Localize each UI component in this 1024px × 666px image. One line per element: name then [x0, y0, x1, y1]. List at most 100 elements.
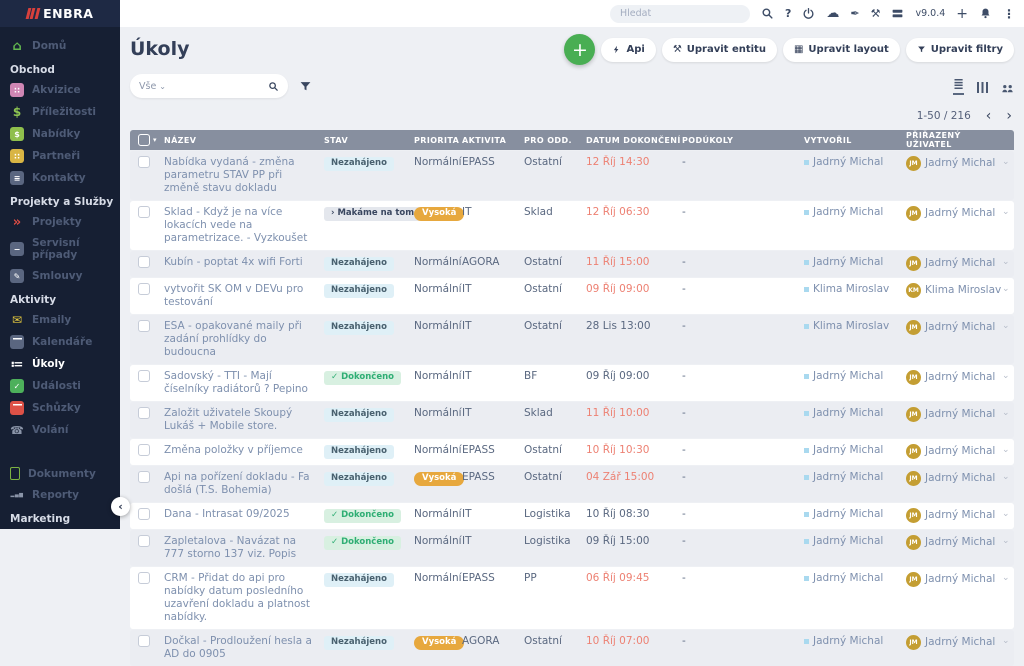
- sidebar-item-reporty[interactable]: Reporty: [10, 484, 114, 506]
- row-menu-caret-icon[interactable]: ⌄: [1002, 573, 1010, 583]
- created-by-cell[interactable]: Klima Miroslav: [804, 283, 906, 296]
- created-by-cell[interactable]: Klima Miroslav: [804, 320, 906, 333]
- row-menu-caret-icon[interactable]: ⌄: [1002, 636, 1010, 646]
- row-checkbox[interactable]: [138, 508, 150, 520]
- table-row[interactable]: Dočkal - Prodloužení hesla a AD do 0905 N…: [130, 630, 1014, 666]
- status-badge[interactable]: Nezahájeno: [324, 320, 394, 335]
- row-checkbox[interactable]: [138, 256, 150, 268]
- table-row[interactable]: vytvořit SK OM v DEVu pro testování Nezah…: [130, 278, 1014, 314]
- status-badge[interactable]: Nezahájeno: [324, 635, 394, 650]
- assigned-user-cell[interactable]: JM Jadrný Michal: [906, 407, 1002, 422]
- created-by-cell[interactable]: Jadrný Michal: [804, 535, 906, 548]
- hammer-icon[interactable]: ⚒: [870, 7, 881, 20]
- created-by-cell[interactable]: Jadrný Michal: [804, 471, 906, 484]
- table-row[interactable]: Api na pořízení dokladu - Fa došlá (T.S.…: [130, 466, 1014, 502]
- task-name-link[interactable]: Dočkal - Prodloužení hesla a AD do 0905: [164, 635, 312, 660]
- table-row[interactable]: Změna položky v příjemce Nezahájeno Normál…: [130, 439, 1014, 465]
- task-name-link[interactable]: Změna položky v příjemce: [164, 444, 303, 456]
- row-checkbox[interactable]: [138, 206, 150, 218]
- table-row[interactable]: Sklad - Když je na více lokacích vede na…: [130, 201, 1014, 250]
- row-checkbox[interactable]: [138, 156, 150, 168]
- created-by-cell[interactable]: Jadrný Michal: [804, 256, 906, 269]
- created-by-cell[interactable]: Jadrný Michal: [804, 572, 906, 585]
- brush-icon[interactable]: ✒: [850, 7, 860, 20]
- assigned-user-cell[interactable]: JM Jadrný Michal: [906, 256, 1002, 271]
- sidebar-item-smlouvy[interactable]: Smlouvy: [10, 265, 114, 287]
- sidebar-item-ukoly[interactable]: Úkoly: [10, 353, 114, 375]
- sidebar-item-kontakty[interactable]: Kontakty: [10, 167, 114, 189]
- row-checkbox[interactable]: [138, 370, 150, 382]
- kebab-menu-icon[interactable]: ⋮: [1003, 6, 1015, 21]
- assigned-user-cell[interactable]: JM Jadrný Michal: [906, 471, 1002, 486]
- table-row[interactable]: Založit uživatele Skoupý Lukáš + Mobile …: [130, 402, 1014, 438]
- sidebar-item-volani[interactable]: Volání: [10, 419, 114, 441]
- column-header-priorita[interactable]: PRIORITA: [414, 135, 460, 145]
- row-menu-caret-icon[interactable]: ⌄: [1002, 408, 1010, 418]
- row-checkbox[interactable]: [138, 407, 150, 419]
- assigned-user-cell[interactable]: JM Jadrný Michal: [906, 156, 1002, 171]
- sidebar-item-udalosti[interactable]: Události: [10, 375, 114, 397]
- kanban-view-toggle[interactable]: [977, 81, 988, 95]
- row-menu-caret-icon[interactable]: ⌄: [1002, 257, 1010, 267]
- column-header-datum-dokonceni[interactable]: DATUM DOKONČENÍ: [586, 135, 681, 145]
- sidebar-item-servisni-pripady[interactable]: Servisní případy: [10, 233, 114, 265]
- created-by-cell[interactable]: Jadrný Michal: [804, 407, 906, 420]
- sidebar-item-dokumenty[interactable]: Dokumenty: [10, 463, 114, 484]
- cloud-icon[interactable]: ☁: [826, 6, 840, 21]
- row-menu-caret-icon[interactable]: ⌄: [1002, 371, 1010, 381]
- table-row[interactable]: Kubín - poptat 4x wifi Forti Nezahájeno No…: [130, 251, 1014, 277]
- list-view-toggle[interactable]: ≣: [953, 78, 964, 95]
- column-header-prirazeny-uzivatel[interactable]: PŘIŘAZENÝ UŽIVATEL: [906, 131, 961, 149]
- task-name-link[interactable]: Sklad - Když je na více lokacích vede na…: [164, 206, 308, 244]
- edit-entity-button[interactable]: ⚒ Upravit entitu: [661, 37, 777, 62]
- help-icon[interactable]: ?: [784, 7, 792, 20]
- search-icon[interactable]: [761, 7, 774, 20]
- status-badge[interactable]: Nezahájeno: [324, 471, 394, 486]
- select-all-checkbox[interactable]: [138, 134, 150, 146]
- column-header-nazev[interactable]: NÁZEV: [164, 135, 197, 145]
- row-menu-caret-icon[interactable]: ⌄: [1002, 445, 1010, 455]
- sidebar-item-nabidky[interactable]: Nabídky: [10, 123, 114, 145]
- sidebar-item-domu[interactable]: Domů: [10, 35, 114, 57]
- column-header-stav[interactable]: STAV: [324, 135, 349, 145]
- assigned-user-cell[interactable]: JM Jadrný Michal: [906, 444, 1002, 459]
- status-badge[interactable]: Nezahájeno: [324, 572, 394, 587]
- row-menu-caret-icon[interactable]: ⌄: [1002, 284, 1010, 294]
- assigned-user-cell[interactable]: KM Klima Miroslav: [906, 283, 1002, 298]
- task-name-link[interactable]: Dana - Intrasat 09/2025: [164, 508, 290, 520]
- created-by-cell[interactable]: Jadrný Michal: [804, 635, 906, 648]
- status-badge[interactable]: ✓ Dokončeno: [324, 535, 401, 550]
- next-page-button[interactable]: ›: [1006, 108, 1012, 124]
- table-row[interactable]: Sadovský - TTI - Mají číselníky radiátor…: [130, 365, 1014, 401]
- task-name-link[interactable]: Nabídka vydaná - změna parametru STAV PP…: [164, 156, 295, 194]
- api-button[interactable]: Api: [601, 37, 656, 62]
- task-name-link[interactable]: Kubín - poptat 4x wifi Forti: [164, 256, 303, 268]
- row-checkbox[interactable]: [138, 572, 150, 584]
- row-menu-caret-icon[interactable]: ⌄: [1002, 321, 1010, 331]
- task-name-link[interactable]: ESA - opakované maily při zadání prohlíd…: [164, 320, 302, 358]
- prev-page-button[interactable]: ‹: [985, 108, 992, 124]
- sidebar-item-projekty[interactable]: Projekty: [10, 211, 114, 233]
- search-icon[interactable]: [268, 81, 279, 92]
- sidebar-item-kalendare[interactable]: Kalendáře: [10, 331, 114, 353]
- edit-layout-button[interactable]: ▦ Upravit layout: [782, 37, 900, 62]
- assigned-user-cell[interactable]: JM Jadrný Michal: [906, 370, 1002, 385]
- task-name-link[interactable]: Zapletalova - Navázat na 777 storno 137 …: [164, 535, 297, 560]
- task-name-link[interactable]: vytvořit SK OM v DEVu pro testování: [164, 283, 304, 308]
- created-by-cell[interactable]: Jadrný Michal: [804, 370, 906, 383]
- column-header-vytvoril[interactable]: VYTVOŘIL: [804, 135, 852, 145]
- server-icon[interactable]: [891, 7, 904, 20]
- assigned-user-cell[interactable]: JM Jadrný Michal: [906, 508, 1002, 523]
- row-checkbox[interactable]: [138, 535, 150, 547]
- created-by-cell[interactable]: Jadrný Michal: [804, 508, 906, 521]
- status-badge[interactable]: › Makáme na tom: [324, 206, 422, 221]
- status-badge[interactable]: Nezahájeno: [324, 444, 394, 459]
- assigned-user-cell[interactable]: JM Jadrný Michal: [906, 206, 1002, 221]
- row-menu-caret-icon[interactable]: ⌄: [1002, 509, 1010, 519]
- status-badge[interactable]: Nezahájeno: [324, 283, 394, 298]
- sidebar-item-prilezitosti[interactable]: Příležitosti: [10, 101, 114, 123]
- column-header-aktivita[interactable]: AKTIVITA: [462, 135, 507, 145]
- assigned-user-cell[interactable]: JM Jadrný Michal: [906, 535, 1002, 550]
- table-search-input[interactable]: [172, 79, 268, 93]
- edit-filters-button[interactable]: Upravit filtry: [905, 37, 1014, 62]
